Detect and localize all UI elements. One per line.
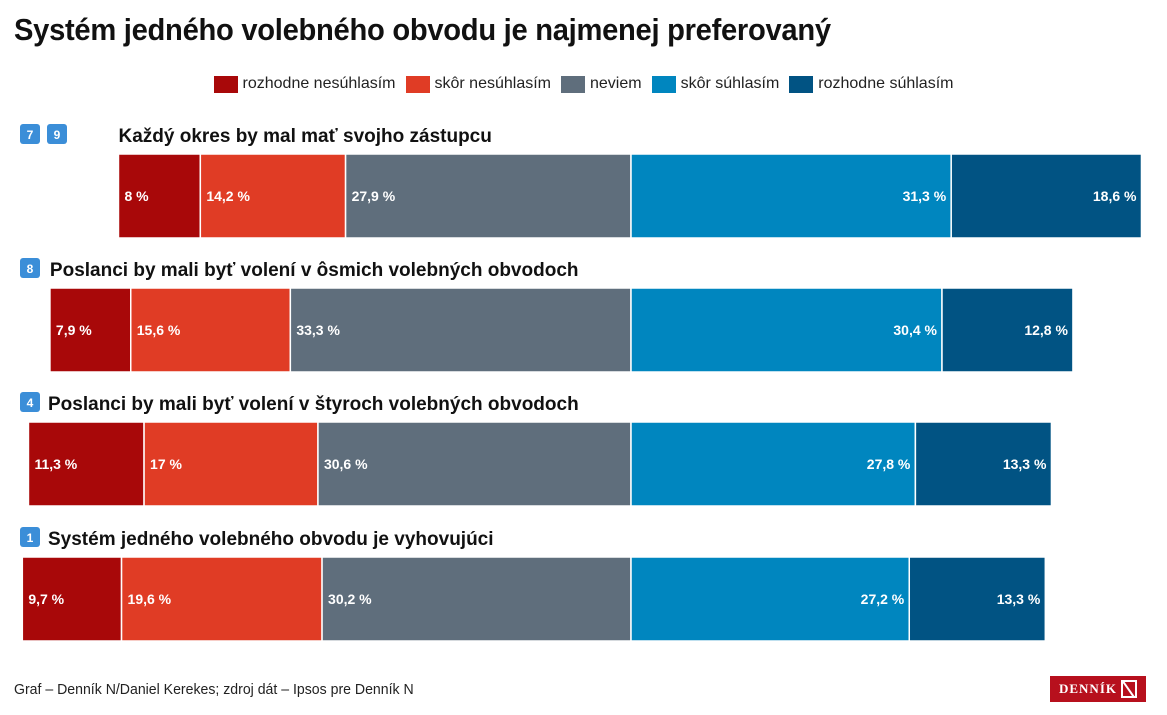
legend-item: rozhodne súhlasím — [789, 75, 953, 93]
data-label: 27,2 % — [861, 591, 905, 607]
bar-segment — [21, 556, 123, 642]
bar-segment — [941, 287, 1074, 373]
bar-segment — [630, 287, 943, 373]
data-label: 11,3 % — [34, 456, 77, 472]
data-label: 30,2 % — [328, 591, 372, 607]
legend-item: skôr nesúhlasím — [405, 75, 552, 93]
logo-text: DENNÍK — [1058, 681, 1117, 696]
legend-item: skôr súhlasím — [651, 75, 780, 93]
bar-segment — [49, 287, 132, 373]
legend-label: skôr nesúhlasím — [434, 75, 552, 92]
legend-item: neviem — [561, 75, 642, 93]
data-label: 31,3 % — [903, 188, 947, 204]
legend-label: skôr súhlasím — [680, 75, 780, 92]
data-label: 7,9 % — [56, 322, 92, 338]
bar-segment — [321, 556, 632, 642]
legend-swatch — [213, 75, 238, 93]
chart-title: Systém jedného volebného obvodu je najme… — [14, 12, 831, 47]
number-badge-icon — [20, 527, 40, 547]
bar-segment — [950, 153, 1143, 239]
data-label: 18,6 % — [1093, 188, 1137, 204]
bar-segment — [117, 153, 202, 239]
bar-segment — [143, 421, 319, 507]
data-label: 13,3 % — [997, 591, 1041, 607]
legend-swatch — [789, 75, 814, 93]
legend-swatch — [651, 75, 676, 93]
bar-segment — [199, 153, 347, 239]
legend-swatch — [405, 75, 430, 93]
number-badge-text: 8 — [27, 262, 34, 276]
bar-segment — [120, 556, 323, 642]
question-label: Poslanci by mali byť volení v štyroch vo… — [48, 394, 579, 415]
data-label: 17 % — [150, 456, 182, 472]
question-label: Každý okres by mal mať svojho zástupcu — [118, 126, 491, 147]
data-label: 30,6 % — [324, 456, 368, 472]
data-label: 14,2 % — [206, 188, 250, 204]
number-badge-text: 4 — [27, 396, 34, 410]
number-badge-icon — [20, 124, 40, 144]
number-badge-icon — [20, 392, 40, 412]
question-label: Poslanci by mali byť volení v ôsmich vol… — [50, 260, 579, 281]
number-badge-text: 1 — [27, 531, 34, 545]
data-label: 15,6 % — [137, 322, 181, 338]
bar-segment — [289, 287, 632, 373]
logo-n-icon — [1121, 680, 1137, 698]
data-label: 9,7 % — [28, 591, 64, 607]
number-badge-icon — [20, 258, 40, 278]
bar-segment — [130, 287, 292, 373]
data-label: 19,6 % — [128, 591, 172, 607]
data-label: 8 % — [124, 188, 149, 204]
data-label: 30,4 % — [893, 322, 937, 338]
data-label: 12,8 % — [1024, 322, 1068, 338]
legend-label: rozhodne súhlasím — [818, 75, 954, 92]
number-badge-text: 7 — [27, 128, 34, 142]
bar-segment — [630, 421, 917, 507]
question-label: Systém jedného volebného obvodu je vyhov… — [48, 529, 494, 550]
bar-segment — [630, 556, 911, 642]
denník-n-logo[interactable]: DENNÍK — [1050, 676, 1146, 702]
legend-label: rozhodne nesúhlasím — [242, 75, 396, 92]
bar-segment — [908, 556, 1047, 642]
bar-segment — [317, 421, 632, 507]
data-label: 33,3 % — [296, 322, 340, 338]
data-label: 13,3 % — [1003, 456, 1047, 472]
legend-item: rozhodne nesúhlasím — [213, 75, 396, 93]
number-badge-icon — [47, 124, 67, 144]
bar-segment — [27, 421, 145, 507]
number-badge-text: 9 — [54, 128, 61, 142]
bar-segment — [344, 153, 632, 239]
legend-swatch — [561, 75, 585, 93]
data-label: 27,9 % — [352, 188, 396, 204]
bar-segment — [914, 421, 1053, 507]
footer-source: Graf – Denník N/Daniel Kerekes; zdroj dá… — [14, 681, 414, 698]
bar-segment — [630, 153, 952, 239]
data-label: 27,8 % — [867, 456, 911, 472]
legend-label: neviem — [590, 75, 642, 92]
legend: rozhodne nesúhlasím skôr nesúhlasím neviem… — [0, 72, 1167, 96]
